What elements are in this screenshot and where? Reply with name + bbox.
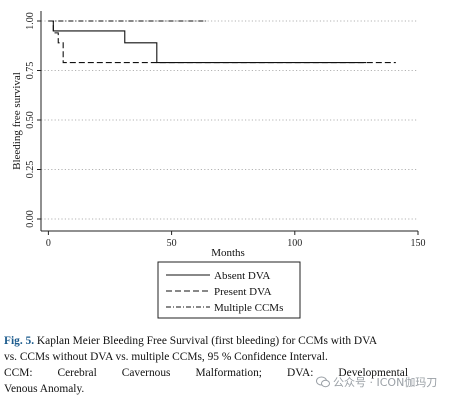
y-tick-label-4: 1.00 bbox=[25, 12, 36, 30]
x-tick-label-0: 0 bbox=[46, 238, 51, 249]
y-tick-label-1: 0.25 bbox=[25, 161, 36, 179]
chat-bubbles-icon bbox=[316, 376, 330, 388]
y-tick-label-3: 0.75 bbox=[25, 62, 36, 80]
watermark: 公众号 · ICON伽玛刀 bbox=[316, 374, 437, 390]
caption-abbrev-line-1: CCM: Cerebral Cavernous Malformation; DV… bbox=[4, 367, 408, 379]
y-tick-label-2: 0.50 bbox=[25, 111, 36, 129]
watermark-text: 公众号 · ICON伽玛刀 bbox=[333, 376, 438, 389]
caption-title-line-1: Fig. 5. Kaplan Meier Bleeding Free Survi… bbox=[4, 333, 408, 349]
caption-title-text: Kaplan Meier Bleeding Free Survival (fir… bbox=[34, 335, 378, 347]
legend-label-1: Present DVA bbox=[214, 286, 272, 298]
x-tick-label-1: 50 bbox=[167, 238, 177, 249]
figure-label: Fig. 5. bbox=[4, 335, 35, 347]
caption-title-line-2: vs. CCMs without DVA vs. multiple CCMs, … bbox=[4, 351, 328, 363]
series-group bbox=[48, 20, 396, 64]
x-axis-title: Months bbox=[211, 247, 245, 259]
caption-abbrev-line-2: Venous Anomaly. bbox=[4, 383, 85, 395]
legend: Absent DVA Present DVA Multiple CCMs bbox=[157, 261, 301, 319]
tick-labels: 0.00 0.25 0.50 0.75 1.00 0 50 100 150 bbox=[25, 12, 426, 249]
axes bbox=[37, 11, 419, 235]
x-tick-label-3: 150 bbox=[411, 238, 426, 249]
legend-label-0: Absent DVA bbox=[214, 270, 270, 282]
x-tick-label-2: 100 bbox=[287, 238, 302, 249]
y-axis-title: Bleeding free survival bbox=[11, 72, 23, 170]
legend-box bbox=[157, 261, 301, 319]
kaplan-meier-chart: 0.00 0.25 0.50 0.75 1.00 0 50 100 150 Months Ble… bbox=[11, 11, 426, 319]
series-line-absent-dva bbox=[48, 20, 367, 64]
figure-caption: Fig. 5. Kaplan Meier Bleeding Free Survi… bbox=[4, 333, 408, 397]
grid-lines bbox=[41, 20, 418, 220]
legend-label-2: Multiple CCMs bbox=[214, 302, 283, 314]
y-tick-label-0: 0.00 bbox=[25, 210, 36, 228]
series-line-present-dva bbox=[48, 20, 396, 64]
